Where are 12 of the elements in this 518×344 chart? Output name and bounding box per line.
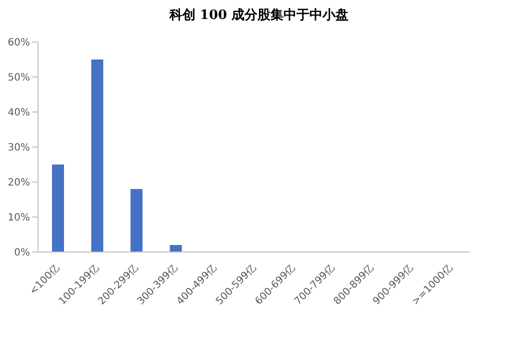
chart-title: 科创 100 成分股集中于中小盘 (168, 7, 350, 24)
y-tick-label: 40% (8, 108, 30, 119)
y-tick-label: 50% (8, 72, 30, 84)
y-tick-label: 0% (14, 248, 30, 259)
y-tick-label: 20% (8, 178, 30, 189)
y-tick-label: 10% (8, 212, 30, 224)
bar (170, 245, 182, 252)
bar (130, 189, 143, 252)
y-tick-label: 60% (8, 38, 30, 49)
bar (91, 60, 104, 252)
y-tick-label: 30% (8, 142, 30, 154)
bar (52, 164, 64, 252)
